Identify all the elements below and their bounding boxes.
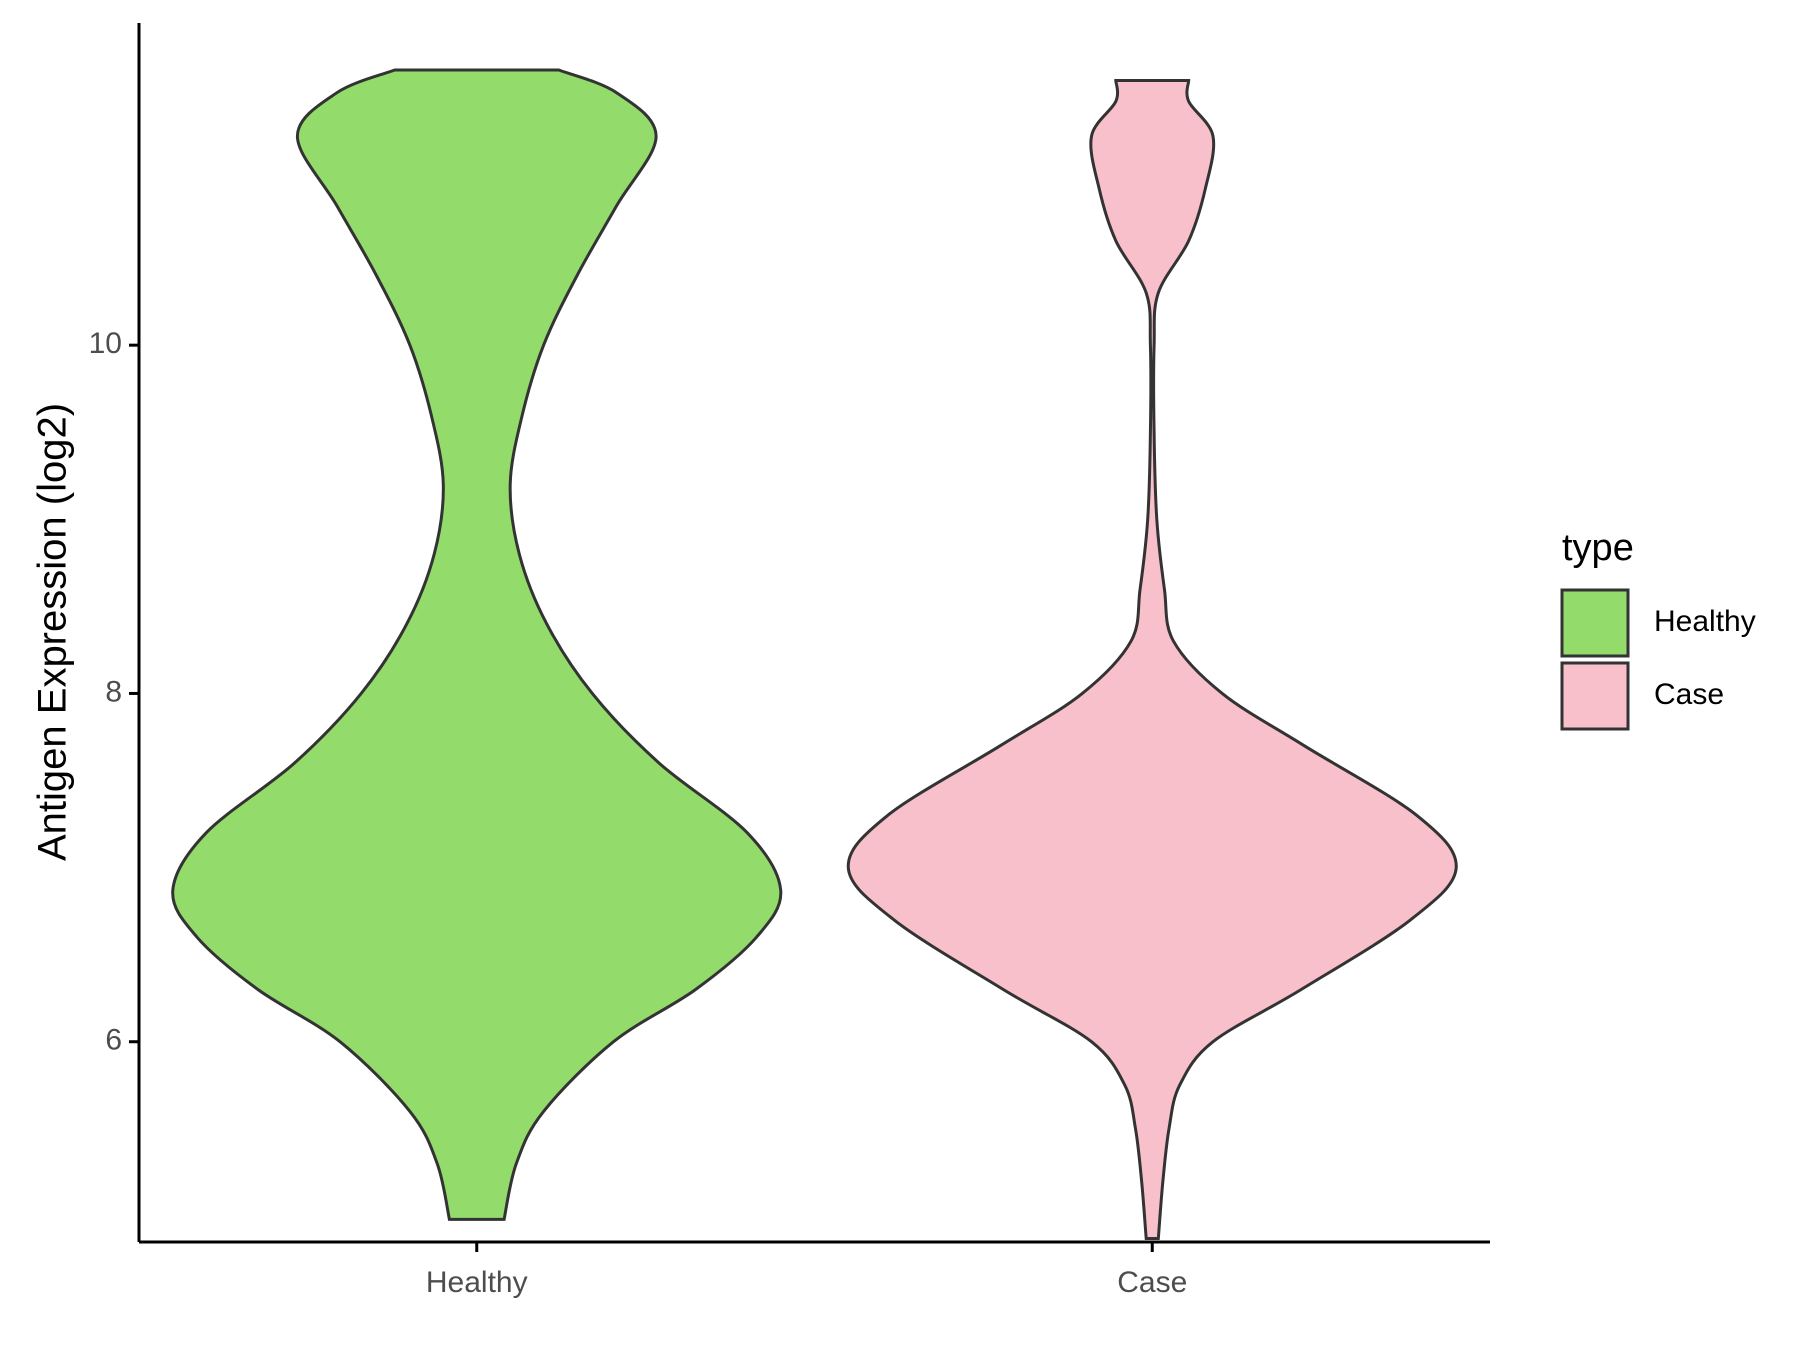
y-tick-label-6: 6 (105, 1024, 122, 1057)
x-tick-label-case: Case (1117, 1266, 1187, 1299)
y-tick-label-8: 8 (105, 675, 122, 708)
y-axis-title: Antigen Expression (log2) (31, 403, 75, 861)
x-tick-label-healthy: Healthy (426, 1266, 528, 1299)
legend-label-case: Case (1654, 678, 1724, 711)
legend-title: type (1562, 527, 1634, 569)
legend: Healthy Case (1560, 588, 1756, 731)
x-ticks-group: Healthy Case (426, 1242, 1187, 1299)
legend-key-healthy (1560, 588, 1630, 658)
violins-group (171, 68, 1458, 1240)
y-tick-label-10: 10 (89, 327, 122, 360)
violin-case (846, 79, 1458, 1240)
legend-key-case (1560, 661, 1630, 731)
violin-healthy (171, 68, 783, 1221)
y-ticks-group: 6 8 10 (89, 327, 139, 1057)
legend-label-healthy: Healthy (1654, 605, 1756, 638)
